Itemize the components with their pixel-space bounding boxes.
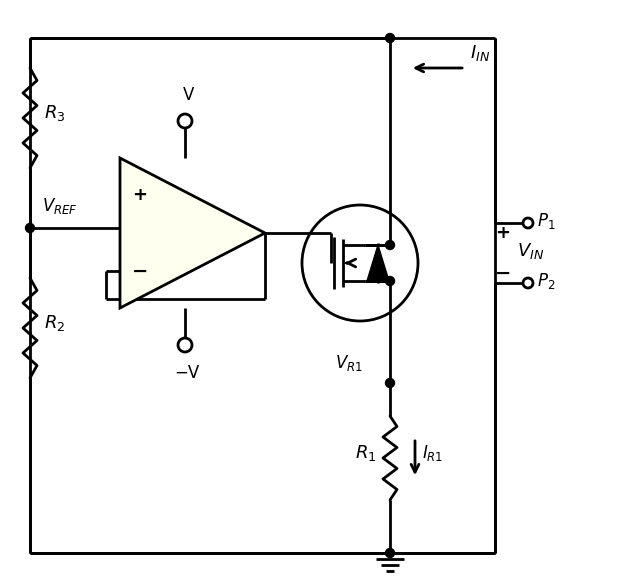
Polygon shape bbox=[120, 158, 265, 308]
Circle shape bbox=[385, 379, 394, 387]
Text: $P_2$: $P_2$ bbox=[537, 271, 556, 291]
Text: $I_{IN}$: $I_{IN}$ bbox=[470, 43, 490, 63]
Text: $V_{IN}$: $V_{IN}$ bbox=[517, 241, 544, 261]
Text: −: − bbox=[132, 261, 148, 280]
Text: $I_{R1}$: $I_{R1}$ bbox=[422, 443, 444, 463]
Text: $P_1$: $P_1$ bbox=[537, 211, 556, 231]
Text: $V_{R1}$: $V_{R1}$ bbox=[335, 353, 363, 373]
Circle shape bbox=[385, 34, 394, 43]
Circle shape bbox=[385, 549, 394, 558]
Circle shape bbox=[385, 240, 394, 250]
Text: V: V bbox=[183, 86, 195, 104]
Text: $R_1$: $R_1$ bbox=[355, 443, 376, 463]
Text: +: + bbox=[495, 224, 511, 242]
Text: $R_2$: $R_2$ bbox=[44, 313, 65, 333]
Polygon shape bbox=[367, 245, 389, 281]
Text: $V_{REF}$: $V_{REF}$ bbox=[42, 196, 77, 216]
Circle shape bbox=[26, 224, 35, 232]
Text: −: − bbox=[495, 264, 511, 283]
Circle shape bbox=[385, 276, 394, 286]
Text: +: + bbox=[132, 186, 147, 204]
Text: $R_3$: $R_3$ bbox=[44, 103, 65, 123]
Text: −V: −V bbox=[174, 364, 200, 382]
